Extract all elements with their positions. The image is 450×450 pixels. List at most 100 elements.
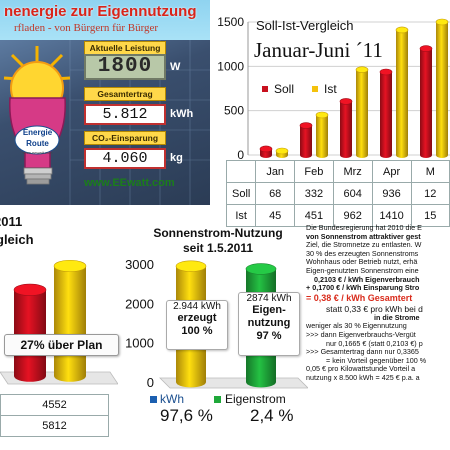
y-tick-label: 0 xyxy=(237,148,244,162)
table-row: Ist 45 451 962 1410 15 xyxy=(225,204,450,227)
table-header-cell: M xyxy=(410,160,450,183)
text-line: >>> Gesamtertrag dann nur 0,3365 xyxy=(306,348,419,357)
table-cell: 332 xyxy=(294,182,334,205)
legend-label-ist: Ist xyxy=(324,82,337,96)
callout-self-use-label-1: Eigen- xyxy=(252,304,286,316)
table-row: Soll 68 332 604 936 12 xyxy=(225,182,450,205)
table-cell: 12 xyxy=(410,182,450,205)
bar-soll xyxy=(259,145,273,158)
bar-soll xyxy=(13,283,47,382)
text-line: Wohnhaus oder Betrieb nutzt, erhä xyxy=(306,258,418,267)
text-line: von Sonnenstrom attraktiver gest xyxy=(306,232,421,241)
bar-ist xyxy=(435,18,449,158)
table-cell: 5812 xyxy=(0,415,109,437)
text-line: statt 0,33 € pro kWh bei d xyxy=(326,303,423,314)
yearly-table: 4552 5812 xyxy=(0,394,109,437)
callout-self-use-pct: 97 % xyxy=(256,330,282,342)
bar-soll xyxy=(339,98,353,158)
over-plan-badge: 27% über Plan xyxy=(4,334,119,356)
y-tick-label: 1500 xyxy=(218,15,244,29)
lightbulb-icon xyxy=(9,97,66,185)
yearly-title-line1: 2011 xyxy=(0,214,23,229)
legend-label-kwh: kWh xyxy=(160,392,184,406)
current-power-lcd: 1800 xyxy=(84,54,166,80)
bulb-line-1: Energie xyxy=(22,128,53,137)
callout-self-use-label-2: nutzung xyxy=(247,317,291,329)
y-tick-label: 1000 xyxy=(125,336,154,351)
text-line: + 0,1700 € / kWh Einsparung Stro xyxy=(306,284,420,293)
row-label-soll: Soll xyxy=(225,182,257,205)
text-line: 0,05 € pro Kilowattstunde Vorteil a xyxy=(306,365,416,374)
yearly-title-line2: gleich xyxy=(0,232,34,247)
monthly-title-line2: Januar-Juni ´11 xyxy=(254,38,383,62)
table-header-cell: Feb xyxy=(294,160,334,183)
panel-header xyxy=(0,0,210,40)
legend-swatch-soll xyxy=(262,86,268,92)
energy-unit: kWh xyxy=(170,108,194,120)
monthly-bar-chart: 0 500 1000 1500 xyxy=(218,15,450,162)
panel-url: www.EEwatt.com xyxy=(84,177,175,189)
text-line: 0,2103 € / kWh Eigenverbrauch xyxy=(314,275,420,284)
mass-unit: kg xyxy=(170,152,183,164)
table-header-cell: Apr xyxy=(371,160,412,183)
table-row: 4552 xyxy=(0,394,109,416)
usage-pct-own: 2,4 % xyxy=(250,406,294,425)
bar-ist xyxy=(395,26,409,159)
usage-pct-kwh: 97,6 % xyxy=(160,406,213,425)
text-line: weniger als 30 % Eigennutzung xyxy=(306,322,407,331)
total-yield-label: Gesamtertrag xyxy=(84,87,166,101)
table-cell: 604 xyxy=(332,182,373,205)
usage-title-line1: Sonnenstrom-Nutzung xyxy=(153,226,283,240)
y-tick-label: 3000 xyxy=(125,257,154,272)
sun-bulb-logo xyxy=(3,46,71,185)
bar-ist xyxy=(315,111,329,158)
bar-ist xyxy=(355,66,369,158)
bulb-line-3: www.eewatt.com xyxy=(22,150,53,155)
yearly-bar-chart xyxy=(0,259,118,385)
table-cell: 936 xyxy=(371,182,412,205)
row-label-ist: Ist xyxy=(225,204,257,227)
co2-label: CO₂-Einsparung xyxy=(84,131,166,145)
legend-swatch-kwh xyxy=(150,396,157,403)
y-tick-label: 500 xyxy=(224,104,244,118)
text-line: 30 % des erzeugten Sonnenstroms xyxy=(306,249,419,258)
text-line: Eigen-genutzten Sonnenstrom eine xyxy=(306,266,419,275)
text-line: nutzung x 8.500 kWh = 425 € p.a. a xyxy=(306,373,420,382)
callout-generated-label: erzeugt xyxy=(177,312,217,324)
table-cell: 45 xyxy=(255,204,296,227)
legend-swatch-ist xyxy=(312,86,318,92)
text-line: = kein Vorteil gegenüber 100 % xyxy=(326,356,427,365)
bar-ist xyxy=(275,147,289,158)
bar-ist xyxy=(53,259,87,382)
text-line: >>> dann Eigenverbrauchs-Vergüt xyxy=(306,330,416,339)
text-line: Ziel, die Stromnetze zu entlasten. W xyxy=(306,241,422,250)
total-yield-value: 5.812 xyxy=(84,104,166,125)
usage-title-line2: seit 1.5.2011 xyxy=(182,241,254,255)
monthly-table-header: Jan Feb Mrz Apr M xyxy=(225,160,450,183)
legend-swatch-own xyxy=(214,396,221,403)
table-row: 5812 xyxy=(0,415,109,437)
current-power-label: Aktuelle Leistung xyxy=(84,41,166,55)
legend-label-own: Eigenstrom xyxy=(225,392,286,406)
callout-generated: 2.944 kWh erzeugt 100 % xyxy=(166,300,228,350)
table-cell: 4552 xyxy=(0,394,109,416)
callout-generated-pct: 100 % xyxy=(181,325,213,337)
text-line-highlight: = 0,38 € / kWh Gesamtert xyxy=(306,292,413,303)
text-line: nur 0,1665 € (statt 0,2103 €) p xyxy=(326,339,423,348)
legend-label-soll: Soll xyxy=(274,82,295,96)
panel-title: nenergie zur Eigennutzung xyxy=(4,3,197,20)
table-header-cell: Jan xyxy=(255,160,296,183)
text-line: Die Bundesregierung hat 2010 die E xyxy=(306,224,422,232)
explanation-text: Die Bundesregierung hat 2010 die E von S… xyxy=(306,224,450,383)
power-unit: W xyxy=(170,61,181,73)
bar-soll xyxy=(379,68,393,158)
monthly-table: Jan Feb Mrz Apr M Soll 68 332 604 936 12… xyxy=(225,160,450,227)
bulb-line-2: Route xyxy=(26,139,49,148)
callout-self-use-value: 2874 kWh xyxy=(246,293,292,304)
bar-soll xyxy=(419,45,433,158)
text-line: in die Strome xyxy=(374,313,420,322)
table-cell: 15 xyxy=(410,204,450,227)
callout-generated-value: 2.944 kWh xyxy=(173,301,221,312)
solar-display-panel: nenergie zur Eigennutzung rfladen - von … xyxy=(0,0,210,205)
monthly-title-line1: Soll-Ist-Vergleich xyxy=(256,18,354,33)
